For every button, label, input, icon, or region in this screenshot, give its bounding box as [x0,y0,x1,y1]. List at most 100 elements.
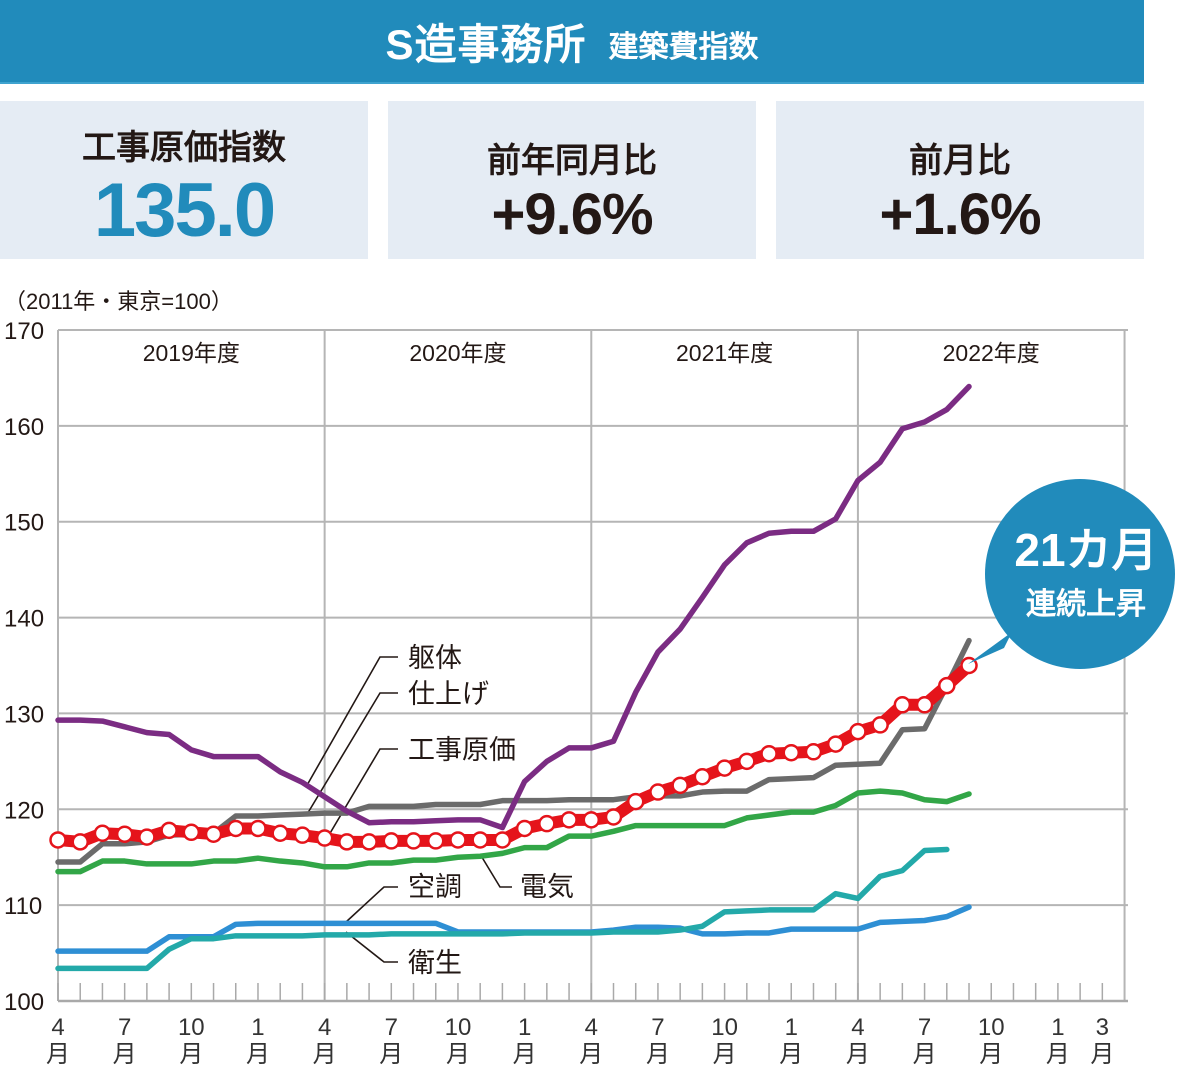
x-tick-label: 1 [785,1014,798,1041]
data-point-工事原価 [115,825,134,843]
x-tick-unit: 月 [46,1041,70,1065]
leader-line [345,886,398,923]
x-tick-unit: 月 [779,1041,803,1065]
x-tick-unit: 月 [579,1041,603,1065]
y-tick-label: 110 [4,893,42,920]
x-tick-label: 4 [851,1014,864,1041]
data-point-工事原価 [871,716,889,734]
data-point-工事原価 [182,823,201,842]
data-point-工事原価 [249,819,267,838]
data-point-工事原価 [49,831,67,849]
data-point-工事原価 [138,828,156,846]
x-tick-unit: 月 [246,1041,270,1065]
data-point-工事原価 [893,696,912,714]
x-tick-unit: 月 [646,1041,670,1065]
data-point-工事原価 [693,767,712,786]
x-tick-label: 7 [385,1014,398,1041]
cost-index-label: 工事原価指数 [82,129,286,167]
data-point-工事原価 [738,752,756,771]
data-point-工事原価 [338,833,356,851]
data-point-工事原価 [804,743,823,761]
data-point-工事原価 [93,824,112,842]
x-tick-label: 10 [178,1014,205,1041]
y-tick-label: 120 [4,797,44,824]
data-point-工事原価 [360,833,378,851]
data-point-工事原価 [760,744,778,763]
chart-subtitle: 建築費指数 [608,31,759,64]
data-point-工事原価 [560,811,578,829]
x-tick-unit: 月 [979,1041,1003,1065]
x-tick-label: 7 [918,1014,931,1041]
data-point-工事原価 [227,819,245,838]
data-point-工事原価 [315,829,334,847]
callout-line1: 21カ月 [1014,524,1157,576]
data-point-工事原価 [471,831,489,849]
x-tick-label: 7 [118,1014,131,1041]
data-point-工事原価 [715,759,734,777]
x-tick-unit: 月 [379,1041,403,1065]
leader-line [345,931,398,963]
x-tick-unit: 月 [313,1041,337,1065]
data-point-工事原価 [404,832,423,850]
x-tick-label: 10 [978,1014,1005,1041]
y-tick-label: 170 [4,318,44,345]
y-tick-label: 140 [4,606,44,633]
series-label: 電気 [520,872,574,902]
leader-line [479,853,512,888]
x-tick-unit: 月 [1046,1041,1070,1065]
data-point-工事原価 [626,792,645,811]
mom-label: 前月比 [909,142,1011,180]
leader-line [305,692,398,817]
data-point-工事原価 [382,832,401,850]
data-point-工事原価 [293,826,312,844]
y-tick-label: 150 [4,510,44,537]
x-tick-label: 10 [711,1014,738,1041]
data-point-工事原価 [938,676,956,695]
data-point-工事原価 [604,808,623,826]
x-tick-unit: 月 [846,1041,870,1065]
series-line-電気 [55,788,972,875]
data-point-工事原価 [538,814,556,833]
x-tick-unit: 月 [513,1041,537,1065]
series-line-空調 [55,904,972,954]
data-point-工事原価 [782,743,801,762]
data-point-工事原価 [671,776,689,795]
mom-card: 前月比 +1.6% [776,101,1144,259]
series-label: 衛生 [408,948,462,978]
data-point-工事原価 [826,735,845,753]
x-tick-label: 7 [651,1014,664,1041]
mom-value: +1.6% [879,182,1041,247]
data-point-工事原価 [915,696,934,714]
yoy-value: +9.6% [491,182,653,247]
data-point-工事原価 [493,831,512,849]
data-point-工事原価 [160,821,178,840]
series-line-衛生 [55,846,950,972]
title-banner: S造事務所 建築費指数 [0,0,1144,84]
series-label: 躯体 [408,643,462,673]
chart-title: S造事務所 [385,20,587,68]
data-point-工事原価 [649,783,667,801]
data-point-工事原価 [849,722,867,741]
y-tick-label: 160 [4,414,44,441]
data-point-工事原価 [582,811,601,829]
x-tick-unit: 月 [1090,1041,1114,1065]
leader-line [325,748,398,841]
x-tick-label: 10 [445,1014,472,1041]
series-label: 工事原価 [408,735,516,765]
x-tick-unit: 月 [446,1041,470,1065]
yoy-card: 前年同月比 +9.6% [388,101,756,259]
leader-line [305,656,398,788]
x-tick-label: 1 [1051,1014,1064,1041]
x-tick-label: 4 [318,1014,331,1041]
fiscal-year-label: 2021年度 [676,340,773,366]
data-point-工事原価 [71,833,89,851]
series-line-躯体 [55,383,972,831]
x-tick-label: 1 [251,1014,264,1041]
data-point-工事原価 [426,832,445,850]
x-tick-label: 3 [1096,1014,1109,1041]
x-tick-unit: 月 [179,1041,203,1065]
series-label: 仕上げ [408,679,489,709]
series-label: 空調 [408,872,462,902]
data-point-工事原価 [204,825,223,843]
